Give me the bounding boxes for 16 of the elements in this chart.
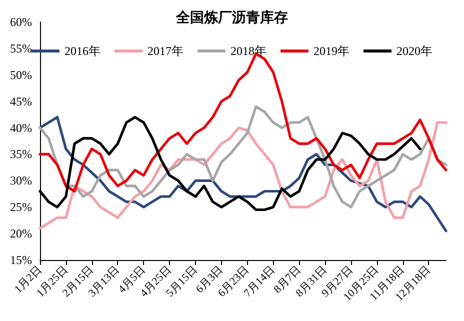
y-tick-label: 20% [10,226,32,241]
y-tick-label: 35% [10,147,32,162]
legend-label: 2020年 [396,44,432,58]
legend-label: 2019年 [314,44,350,58]
y-tick-label: 25% [10,200,32,214]
y-tick-label: 60% [10,15,32,29]
y-tick-label: 30% [10,174,32,188]
y-tick-label: 45% [10,94,32,108]
legend-label: 2018年 [230,44,266,58]
y-tick-label: 55% [10,41,32,56]
legend-label: 2017年 [148,44,184,58]
y-tick-label: 50% [10,68,32,82]
y-tick-label: 15% [10,253,32,267]
chart-title: 全国炼厂沥青库存 [175,9,288,26]
y-tick-label: 40% [10,120,32,135]
legend-label: 2016年 [64,44,100,58]
